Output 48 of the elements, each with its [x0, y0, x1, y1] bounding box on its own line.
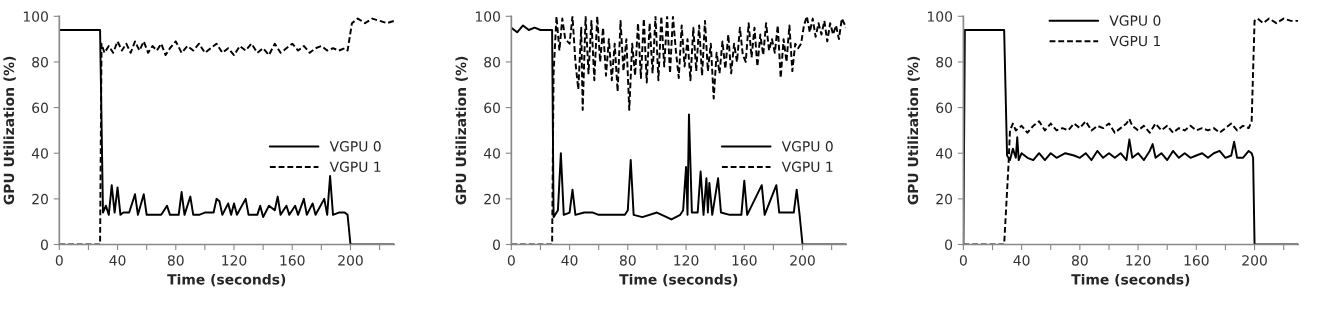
legend-label: VGPU 1 — [329, 161, 381, 173]
x-tick-label: 160 — [1184, 255, 1209, 266]
y-tick-label: 40 — [31, 148, 48, 159]
y-tick-label: 40 — [935, 148, 953, 159]
x-tick-label: 40 — [109, 255, 126, 266]
y-axis-title: GPU Utilization (%) — [455, 56, 468, 205]
y-tick-label: 20 — [936, 193, 953, 205]
x-tick-label: 120 — [222, 255, 247, 266]
y-tick-label: 100 — [23, 11, 48, 22]
y-axis-title: GPU Utilization (%) — [907, 56, 920, 205]
legend-label: VGPU 0 — [1109, 15, 1161, 26]
y-tick-label: 0 — [945, 239, 953, 250]
y-tick-label: 0 — [40, 239, 48, 250]
x-tick-label: 0 — [55, 255, 63, 266]
x-tick-label: 40 — [561, 255, 578, 266]
y-tick-label: 20 — [32, 193, 48, 205]
y-tick-label: 60 — [484, 102, 501, 114]
legend-label: VGPU 1 — [1109, 35, 1161, 47]
x-tick-label: 200 — [338, 255, 363, 266]
legend-label: VGPU 0 — [781, 141, 833, 152]
x-tick-label: 80 — [1071, 255, 1088, 266]
x-tick-label: 120 — [1126, 255, 1151, 266]
y-tick-label: 20 — [484, 193, 501, 205]
y-tick-label: 0 — [493, 239, 501, 250]
x-axis-title: Time (seconds) — [619, 273, 738, 287]
y-tick-label: 80 — [936, 56, 953, 68]
x-tick-label: 80 — [619, 255, 636, 266]
y-tick-label: 60 — [936, 102, 953, 114]
x-tick-label: 200 — [790, 255, 815, 266]
y-tick-label: 40 — [483, 148, 501, 159]
legend-label: VGPU 0 — [329, 141, 381, 152]
x-tick-label: 160 — [280, 255, 305, 266]
y-tick-label: 80 — [32, 56, 48, 68]
y-tick-label: 100 — [475, 11, 501, 22]
y-tick-label: 60 — [32, 102, 48, 114]
x-tick-label: 120 — [674, 255, 699, 266]
x-tick-label: 200 — [1242, 255, 1267, 266]
x-tick-label: 0 — [507, 255, 515, 266]
x-tick-label: 80 — [167, 255, 184, 266]
legend-label: VGPU 1 — [781, 161, 833, 173]
x-axis-title: Time (seconds) — [167, 273, 286, 287]
x-tick-label: 40 — [1013, 255, 1030, 266]
x-tick-label: 160 — [732, 255, 757, 266]
y-tick-label: 80 — [484, 56, 501, 68]
x-axis-title: Time (seconds) — [1071, 273, 1190, 287]
y-tick-label: 100 — [927, 11, 953, 22]
x-tick-label: 0 — [959, 255, 967, 266]
y-axis-title: GPU Utilization (%) — [3, 56, 16, 205]
